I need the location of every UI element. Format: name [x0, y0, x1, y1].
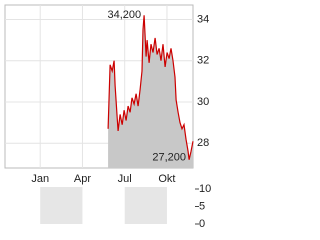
y-tick-label: 32 [197, 55, 209, 67]
extreme-label: 27,200 [152, 152, 186, 164]
y-tick-label: 5 [199, 200, 205, 212]
y-tick-label: 10 [199, 183, 211, 195]
plot-frame [4, 4, 194, 169]
x-tick-label: Jan [31, 173, 49, 185]
x-tick-label: Apr [74, 173, 91, 185]
y-tick-label: 0 [199, 218, 205, 230]
y-tick-label: 30 [197, 96, 209, 108]
y-tick-label: 28 [197, 137, 209, 149]
price-line [107, 15, 194, 160]
x-tick-label: Okt [158, 173, 175, 185]
shade-band [124, 187, 167, 224]
extreme-label: 34,200 [107, 9, 141, 21]
stock-chart: 28 30 32 34 Jan Apr Jul Okt 34,200 27,200 0 5 10 [4, 4, 211, 230]
price-area [108, 15, 193, 168]
shade-band [40, 187, 83, 224]
x-tick-label: Jul [118, 173, 132, 185]
y-tick-label: 34 [197, 13, 209, 25]
